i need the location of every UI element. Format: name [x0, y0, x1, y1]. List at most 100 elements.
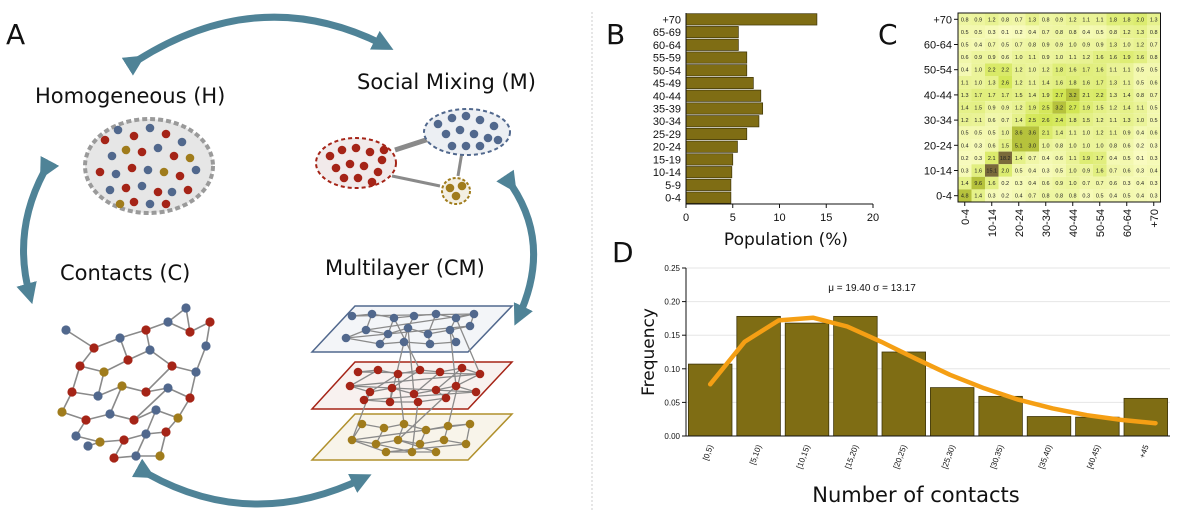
heatmap-cell: [1106, 189, 1120, 202]
heatmap-cell-value: 1.2: [1015, 106, 1023, 112]
population-bar: [685, 127, 748, 140]
heatmap-cell-value: 0.2: [961, 156, 969, 162]
multilayer-node: [407, 447, 417, 457]
contacts-node: [99, 367, 109, 377]
contacts-node: [163, 317, 173, 327]
heatmap-cell-value: 0.5: [1001, 43, 1009, 49]
heatmap-cell: [1012, 189, 1026, 202]
heatmap-cell: [1012, 139, 1026, 152]
population-bar: [685, 89, 762, 102]
heatmap-cell-value: 4.8: [961, 194, 969, 200]
heatmap-cell: [998, 164, 1012, 177]
heatmap-cell: [1093, 139, 1107, 152]
population-tick-label: 30-34: [653, 116, 681, 128]
heatmap-cell-value: 1.4: [1028, 93, 1036, 99]
heatmap-cell-value: 1.1: [1123, 80, 1131, 86]
population-xlabel: Population (%): [724, 230, 848, 250]
heatmap-cell: [1066, 139, 1080, 152]
heatmap-cell: [1052, 113, 1066, 127]
heatmap-y-tick-label: +70: [933, 14, 952, 26]
heatmap-cell-value: 0.6: [1150, 80, 1158, 86]
population-x-tick-label: 20: [867, 212, 879, 224]
heatmap-cell: [1093, 88, 1107, 102]
multilayer-edge: [413, 371, 441, 395]
heatmap-cell-value: 0.4: [1109, 156, 1117, 162]
heatmap-cell: [1012, 76, 1026, 89]
population-tick-label: 65-69: [653, 27, 681, 39]
homogeneous-node: [145, 199, 155, 209]
social-mixing-node: [483, 133, 493, 143]
multilayer-node: [357, 419, 367, 429]
heatmap-cell: [1079, 126, 1093, 139]
heatmap-cell: [1052, 189, 1066, 202]
heatmap-cell: [1106, 126, 1120, 139]
heatmap-cell: [1079, 176, 1093, 190]
multilayer-node: [465, 419, 475, 429]
heatmap-cell-value: 1.1: [1096, 17, 1104, 23]
heatmap-cell-value: 1.6: [974, 169, 982, 175]
multilayer-node: [431, 309, 441, 319]
multilayer-node: [403, 323, 413, 333]
heatmap-cell-value: 1.1: [1109, 118, 1117, 124]
social-mixing-node: [461, 111, 471, 121]
multilayer-node: [399, 337, 409, 347]
multilayer-edge: [435, 367, 463, 391]
heatmap-cell-value: 1.6: [1055, 80, 1063, 86]
panel-label-d: D: [612, 236, 634, 269]
heatmap-cell: [1133, 151, 1147, 165]
population-tick-label: 40-44: [653, 91, 681, 103]
heatmap-cell-value: 1.6: [1096, 169, 1104, 175]
multilayer-edge: [417, 397, 447, 403]
heatmap-cell-value: 2.1: [1082, 93, 1090, 99]
panel-d: D 0.00 0.05 0.10 0.15 0.20 0.25 [0,5) [5,10) [10…: [612, 236, 1170, 507]
heatmap-cell: [998, 176, 1012, 190]
heatmap-cell-value: 15.1: [986, 169, 997, 175]
heatmap-cell-value: 1.1: [1069, 131, 1077, 137]
heatmap-cell: [1120, 176, 1134, 190]
histogram-x-tick-label: [5,10): [748, 443, 764, 466]
heatmap-cell: [985, 189, 999, 202]
heatmap-cell-value: 2.7: [1069, 106, 1077, 112]
heatmap-cell-value: 0.3: [988, 30, 996, 36]
heatmap-cell: [998, 113, 1012, 127]
heatmap-cell: [985, 76, 999, 89]
heatmap-cell-value: 1.8: [1055, 68, 1063, 74]
multilayer-node: [409, 311, 419, 321]
panel-label-c: C: [878, 18, 898, 51]
population-tick-label: 0-4: [665, 193, 681, 205]
heatmap-x-tick-label: 60-64: [1122, 209, 1134, 237]
multilayer-node: [413, 397, 423, 407]
heatmap-cell: [998, 151, 1012, 165]
multilayer-node: [345, 381, 355, 391]
heatmap-frame: [957, 12, 1161, 203]
heatmap-cell: [1133, 164, 1147, 177]
heatmap-cell: [958, 176, 972, 190]
heatmap-cell: [971, 126, 985, 139]
heatmap-cell: [1106, 38, 1120, 51]
heatmap-cell: [1133, 13, 1147, 26]
heatmap-cell: [1066, 189, 1080, 202]
homogeneous-node: [137, 147, 147, 157]
heatmap-cell: [985, 25, 999, 39]
heatmap-cell-value: 1.0: [1055, 55, 1063, 61]
heatmap-cell: [1052, 176, 1066, 190]
heatmap-cell-value: 0.4: [1028, 30, 1036, 36]
multilayer-node: [471, 387, 481, 397]
panel-c: C 0.8 0.9 1.2 0.8 0.7 1.3 0.8 0.9 1.2 1.1 1.1 1.8 1.…: [878, 12, 1161, 237]
heatmap-cell-value: 0.9: [1082, 169, 1090, 175]
heatmap-cell: [971, 38, 985, 51]
histogram-bar: [833, 315, 878, 437]
heatmap-cell: [1039, 126, 1053, 139]
heatmap-cell-value: 1.2: [1096, 131, 1104, 137]
heatmap-cell: [1025, 25, 1039, 39]
social-mixing-node: [377, 155, 387, 165]
social-mixing-node: [441, 129, 451, 139]
histogram-bar: [881, 351, 926, 437]
heatmap-cell-value: 0.8: [1042, 194, 1050, 200]
homogeneous-node: [121, 145, 131, 155]
heatmap-cell: [985, 151, 999, 165]
heatmap-cell: [971, 151, 985, 165]
heatmap-cell-value: 1.4: [1042, 80, 1050, 86]
contacts-node: [141, 325, 151, 335]
homogeneous-node: [105, 185, 115, 195]
